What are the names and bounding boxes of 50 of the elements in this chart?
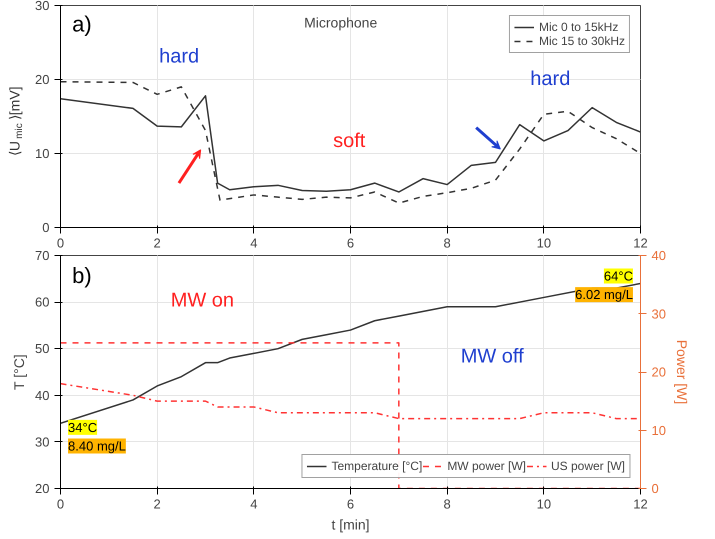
y-tick-label: 20 xyxy=(35,72,50,87)
x-tick-label: 6 xyxy=(346,496,354,512)
annotation: a) xyxy=(72,12,92,37)
annotation: MW on xyxy=(170,289,234,312)
y-tick-label: 30 xyxy=(35,434,50,450)
x-tick-label: 12 xyxy=(633,496,648,512)
legend-label: MW power [W] xyxy=(447,459,526,473)
legend-label: Mic 0 to 15kHz xyxy=(538,20,618,34)
annotation: MW off xyxy=(460,345,524,368)
x-tick-label: 10 xyxy=(536,496,552,512)
annotation: 8.40 mg/L xyxy=(68,438,126,454)
x-tick-label: 6 xyxy=(346,236,354,250)
y2-tick-label: 30 xyxy=(652,306,666,322)
y-tick-label: 20 xyxy=(35,481,50,496)
legend-label: Temperature [°C] xyxy=(331,459,422,473)
annotation: 6.02 mg/L xyxy=(575,287,633,302)
annotation: b) xyxy=(72,263,92,288)
text: Microphone xyxy=(304,14,378,30)
x-tick-label: 10 xyxy=(536,236,552,250)
y-axis-title: T [°C] xyxy=(11,354,28,390)
y2-tick-label: 0 xyxy=(652,481,659,496)
x-tick-label: 12 xyxy=(633,236,648,250)
x-tick-label: 0 xyxy=(56,496,64,512)
x-tick-label: 0 xyxy=(56,236,64,250)
annotation: soft xyxy=(333,130,366,152)
x-tick-label: 2 xyxy=(154,496,161,512)
y-tick-label: 70 xyxy=(35,248,50,263)
y-tick-label: 0 xyxy=(42,220,50,235)
x-tick-label: 4 xyxy=(250,236,258,250)
annotation: hard xyxy=(159,46,200,68)
x-tick-label: 2 xyxy=(154,236,161,250)
x-axis-title: t [min] xyxy=(331,516,370,532)
y-tick-label: 40 xyxy=(35,388,50,403)
y-tick-label: 60 xyxy=(35,294,50,310)
annotation: 34°C xyxy=(68,420,98,435)
legend-label: Mic 15 to 30kHz xyxy=(538,34,625,48)
annotation: hard xyxy=(530,68,570,90)
y-axis-title: ⟨Umic⟩[mV] xyxy=(6,86,25,156)
legend-label: US power [W] xyxy=(550,459,625,473)
x-tick-label: 8 xyxy=(444,496,451,512)
y2-axis-title: Power [W] xyxy=(674,340,690,404)
y2-tick-label: 10 xyxy=(652,422,666,438)
x-tick-label: 8 xyxy=(444,236,451,250)
y2-tick-label: 20 xyxy=(652,364,666,380)
y-tick-label: 50 xyxy=(35,341,50,356)
y-tick-label: 10 xyxy=(35,146,50,161)
y-tick-label: 30 xyxy=(35,0,50,13)
x-tick-label: 4 xyxy=(250,496,258,512)
y2-tick-label: 40 xyxy=(652,248,666,263)
annotation: 64°C xyxy=(604,268,633,284)
